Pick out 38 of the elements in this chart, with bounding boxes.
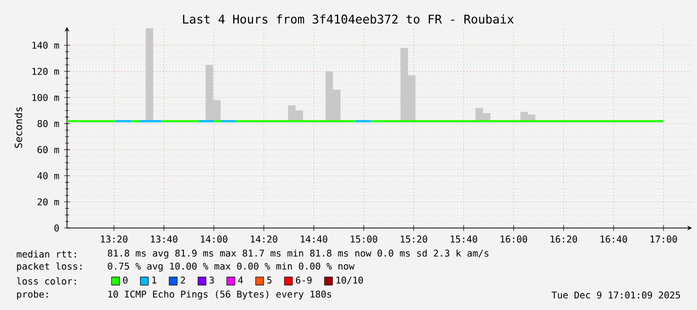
legend-label: 10/10 (336, 276, 363, 284)
x-tick-label: 15:20 (400, 236, 428, 243)
x-tick-label: 15:00 (350, 236, 378, 243)
legend-label: 6-9 (296, 276, 312, 284)
x-tick-label: 16:40 (600, 236, 628, 243)
y-tick-label: 20 m (38, 198, 59, 206)
x-tick-label: 15:40 (450, 236, 478, 243)
y-tick-label: 0 (54, 224, 59, 232)
legend-label: 4 (238, 276, 243, 284)
text: probe: (17, 290, 48, 300)
text: packet loss: (17, 262, 82, 272)
y-tick-label: 60 m (38, 146, 59, 154)
chart-title: Last 4 Hours from 3f4104eeb372 to FR - Roubaix (183, 14, 514, 24)
legend-label: 3 (210, 276, 214, 284)
text: 81.8 ms avg 81.9 ms max 81.7 ms min 81.8 ms now 0.0 ms sd 2.3 k am/s (108, 249, 488, 259)
x-tick-label: 14:20 (250, 236, 278, 243)
legend-title: loss color: (17, 277, 76, 285)
x-tick-label: 14:00 (200, 236, 228, 243)
x-tick-label: 13:40 (151, 236, 178, 243)
legend-label: 5 (267, 276, 272, 284)
x-tick-label: 16:00 (500, 236, 528, 243)
y-tick-label: 80 m (38, 120, 59, 128)
y-axis-title: Seconds (14, 107, 22, 148)
text: 0.75 % avg 10.00 % max 0.00 % min 0.00 % now (108, 262, 354, 272)
y-tick-label: 100 m (32, 94, 59, 101)
text: Tue Dec 9 17:01:09 2025 (552, 291, 680, 299)
x-tick-label: 13:20 (101, 236, 128, 243)
x-tick-label: 17:00 (650, 236, 677, 243)
x-tick-label: 16:20 (550, 236, 578, 243)
text: median rtt: (16, 250, 76, 258)
y-tick-label: 40 m (37, 172, 59, 180)
legend-label: 0 (123, 276, 128, 284)
y-tick-label: 120 m (32, 68, 59, 75)
y-tick-label: 140 m (32, 42, 59, 49)
legend-label: 1 (152, 276, 156, 284)
text: 10 ICMP Echo Pings (56 Bytes) every 180s (108, 290, 332, 300)
legend-label: 2 (180, 276, 185, 284)
x-tick-label: 14:40 (300, 236, 328, 243)
